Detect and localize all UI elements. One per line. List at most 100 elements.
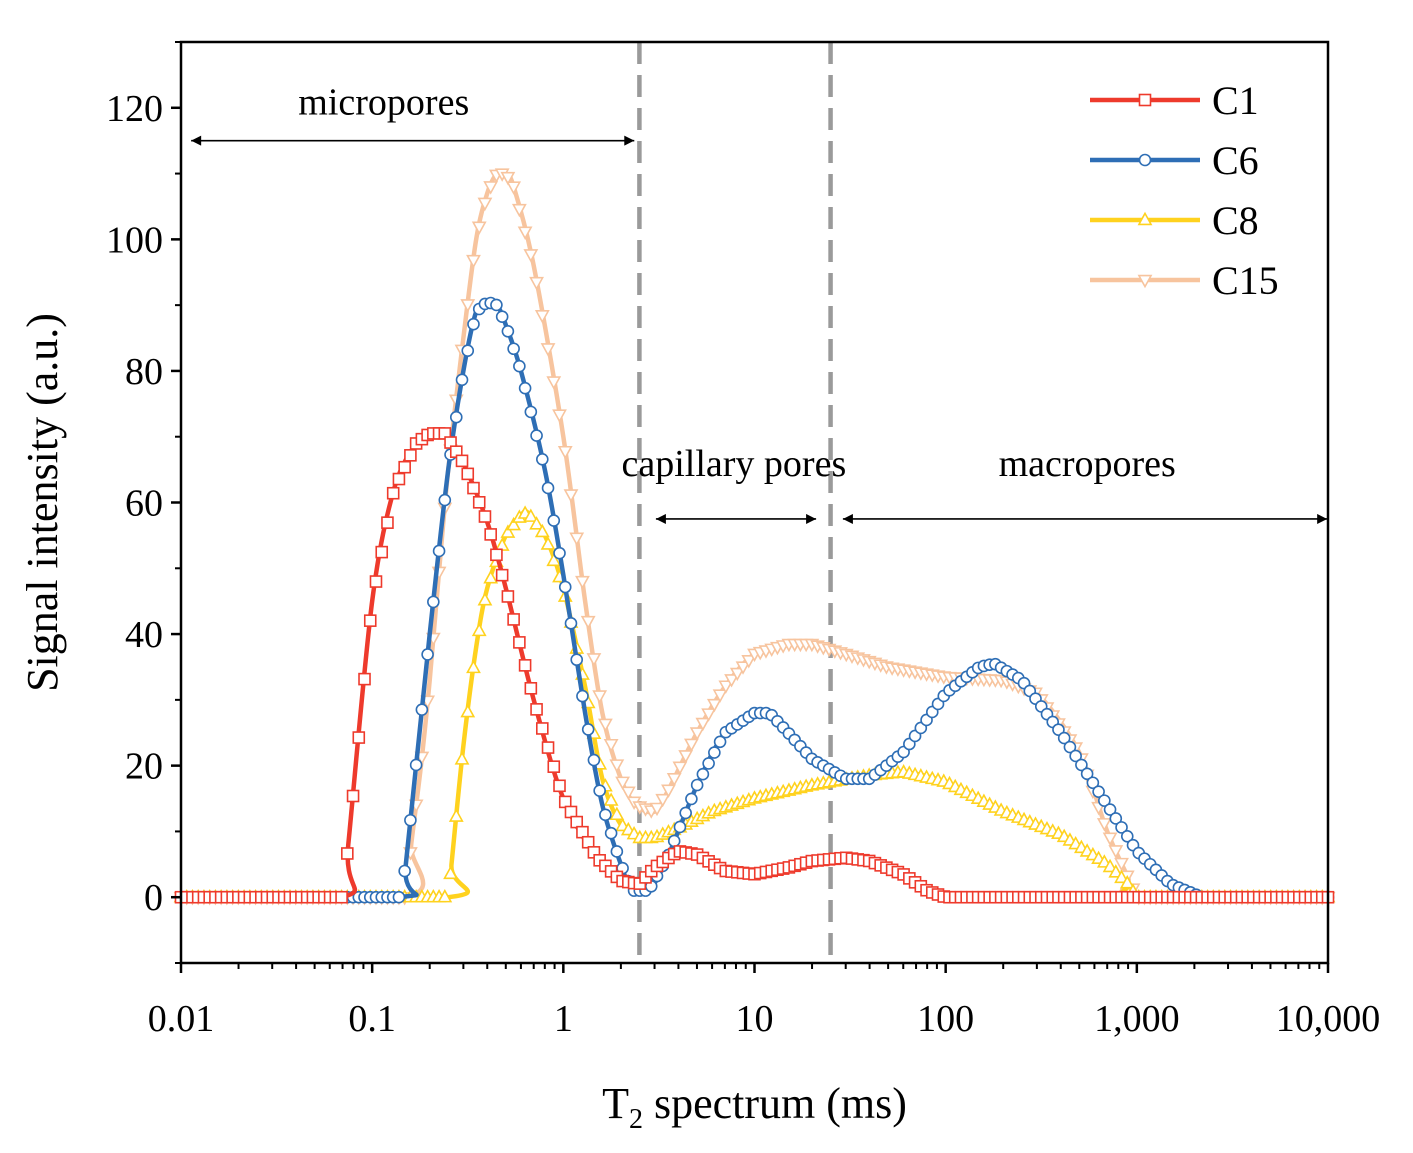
data-point bbox=[392, 890, 406, 904]
data-point bbox=[615, 776, 630, 791]
data-point bbox=[547, 760, 561, 773]
legend-item-c8: C8 bbox=[1090, 198, 1259, 243]
x-axis-label-rest: spectrum (ms) bbox=[643, 1079, 907, 1128]
y-tick-label: 60 bbox=[125, 483, 163, 525]
legend-label: C8 bbox=[1212, 198, 1259, 243]
data-point bbox=[483, 570, 499, 584]
data-point bbox=[603, 792, 619, 806]
data-point bbox=[690, 778, 704, 792]
data-point bbox=[490, 298, 503, 312]
data-point bbox=[530, 703, 543, 716]
data-point bbox=[603, 738, 619, 753]
data-point bbox=[409, 758, 423, 772]
data-point bbox=[576, 689, 589, 703]
data-point bbox=[358, 672, 371, 686]
data-point bbox=[1109, 812, 1123, 825]
data-point bbox=[1052, 723, 1065, 736]
legend-label: C1 bbox=[1212, 78, 1259, 123]
series-line-c8 bbox=[180, 508, 1329, 902]
data-point bbox=[471, 622, 487, 637]
data-point bbox=[667, 834, 681, 848]
data-point bbox=[455, 454, 469, 468]
data-point bbox=[506, 181, 522, 195]
series-line-c1 bbox=[180, 428, 1328, 903]
data-point bbox=[506, 516, 522, 531]
data-point bbox=[597, 718, 613, 733]
data-point bbox=[460, 299, 476, 313]
data-point bbox=[511, 203, 527, 218]
x-axis-label: T2 spectrum (ms) bbox=[602, 1079, 907, 1135]
data-point bbox=[672, 761, 688, 776]
legend-label: C15 bbox=[1212, 258, 1279, 303]
data-point bbox=[529, 276, 544, 291]
series-c1 bbox=[174, 427, 1335, 904]
data-point bbox=[609, 759, 625, 773]
data-point bbox=[547, 514, 561, 527]
data-point bbox=[713, 735, 727, 749]
data-point bbox=[553, 546, 566, 560]
data-point bbox=[552, 409, 567, 423]
data-point bbox=[599, 808, 612, 822]
legend-item-c1: C1 bbox=[1090, 78, 1259, 123]
data-point bbox=[478, 510, 492, 523]
data-point bbox=[741, 654, 757, 669]
data-point bbox=[461, 467, 475, 481]
data-point bbox=[696, 767, 710, 781]
data-point bbox=[1092, 785, 1105, 798]
data-point bbox=[685, 792, 698, 806]
data-point bbox=[1114, 869, 1129, 884]
data-point bbox=[494, 537, 510, 551]
plot-frame bbox=[179, 40, 1330, 965]
data-point bbox=[421, 648, 434, 661]
legend: C1 C6 C8 C15 bbox=[1090, 78, 1279, 303]
data-point bbox=[534, 310, 550, 324]
data-point bbox=[553, 779, 566, 793]
y-tick-label: 40 bbox=[125, 614, 163, 656]
data-point bbox=[702, 757, 715, 770]
data-point bbox=[448, 808, 464, 822]
region-label: capillary pores bbox=[622, 443, 847, 485]
data-point bbox=[398, 864, 411, 878]
data-point bbox=[517, 226, 533, 240]
data-point bbox=[1102, 858, 1118, 873]
data-point bbox=[569, 532, 585, 547]
data-point bbox=[666, 773, 682, 787]
data-point bbox=[386, 486, 400, 500]
data-point bbox=[398, 460, 411, 474]
data-point bbox=[679, 806, 692, 820]
data-point bbox=[352, 731, 366, 744]
y-tick-label: 100 bbox=[106, 219, 163, 261]
y-tick-label: 20 bbox=[125, 746, 163, 788]
data-point bbox=[523, 508, 539, 522]
legend-label: C6 bbox=[1212, 138, 1259, 183]
data-point bbox=[593, 784, 606, 797]
data-point bbox=[454, 751, 470, 765]
data-point bbox=[335, 890, 348, 904]
data-point bbox=[467, 481, 480, 495]
data-point bbox=[540, 536, 556, 550]
data-point bbox=[1102, 832, 1118, 846]
data-point bbox=[604, 826, 618, 840]
y-tick-label: 120 bbox=[106, 88, 163, 130]
legend-item-c15: C15 bbox=[1090, 258, 1279, 303]
data-point bbox=[523, 249, 539, 263]
data-point bbox=[661, 784, 676, 798]
data-point bbox=[1103, 803, 1117, 816]
data-point bbox=[706, 698, 722, 713]
data-point bbox=[546, 376, 562, 390]
data-point bbox=[536, 722, 549, 735]
data-point bbox=[1075, 758, 1088, 772]
data-point bbox=[610, 845, 624, 858]
data-point bbox=[536, 452, 549, 466]
data-point bbox=[471, 221, 487, 235]
data-point bbox=[404, 449, 417, 462]
data-point bbox=[472, 496, 486, 509]
data-point bbox=[530, 429, 543, 442]
data-point bbox=[513, 636, 526, 649]
x-tick-label: 1,000 bbox=[1094, 998, 1180, 1040]
legend-marker bbox=[1138, 153, 1152, 167]
data-point bbox=[1086, 776, 1100, 790]
data-point bbox=[587, 753, 601, 767]
data-point bbox=[557, 445, 573, 460]
